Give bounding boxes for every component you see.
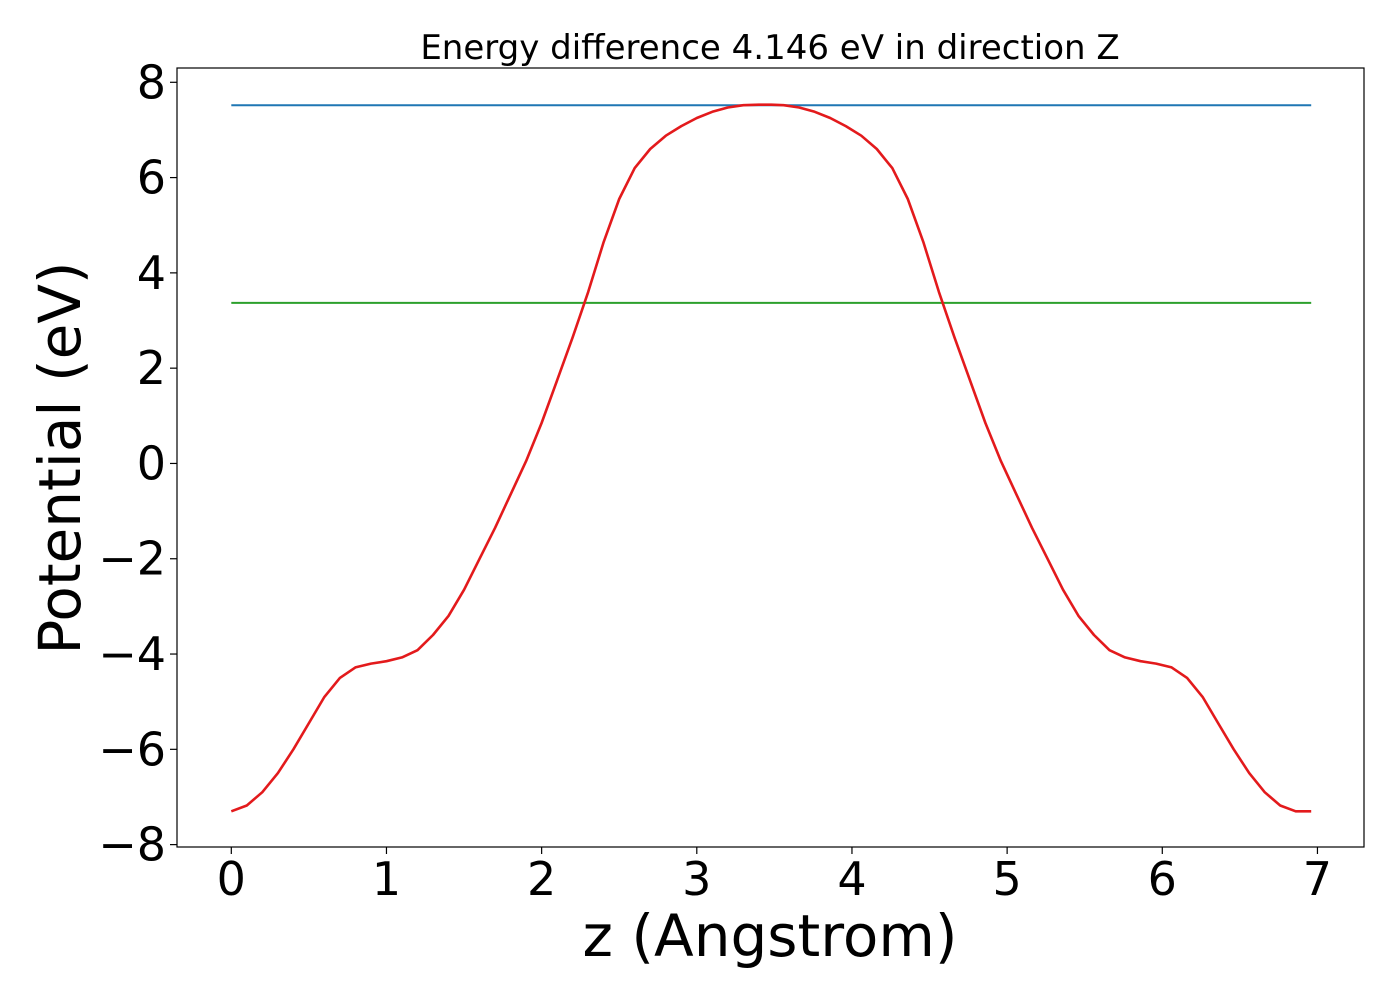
y-tick-label: 6	[137, 151, 166, 205]
x-axis-label: z (Angstrom)	[583, 902, 958, 970]
y-tick-label: 2	[137, 341, 166, 395]
plot-area	[230, 103, 1312, 813]
y-tick-label: −8	[98, 818, 166, 872]
x-tick-label: 5	[992, 852, 1021, 906]
potential-curve	[230, 103, 1312, 813]
y-tick-label: 8	[137, 55, 166, 109]
axes-frame	[176, 67, 1365, 848]
x-tick-label: 6	[1148, 852, 1177, 906]
y-tick-label: 0	[137, 436, 166, 490]
y-axis-ticks: 8 6 4 2 0 −2 −4 −6 −8	[98, 55, 177, 872]
x-axis-ticks: 0 1 2 3 4 5 6 7	[217, 847, 1332, 906]
chart-title: Energy difference 4.146 eV in direction …	[420, 28, 1119, 68]
x-tick-label: 4	[837, 852, 866, 906]
y-tick-label: −2	[98, 532, 166, 586]
y-tick-label: −4	[98, 627, 166, 681]
y-tick-label: −6	[98, 722, 166, 776]
y-tick-label: 4	[137, 246, 166, 300]
x-tick-label: 7	[1303, 852, 1332, 906]
x-tick-label: 3	[682, 852, 711, 906]
y-axis-label: Potential (eV)	[26, 261, 94, 654]
x-tick-label: 2	[527, 852, 556, 906]
x-tick-label: 0	[217, 852, 246, 906]
x-tick-label: 1	[372, 852, 401, 906]
